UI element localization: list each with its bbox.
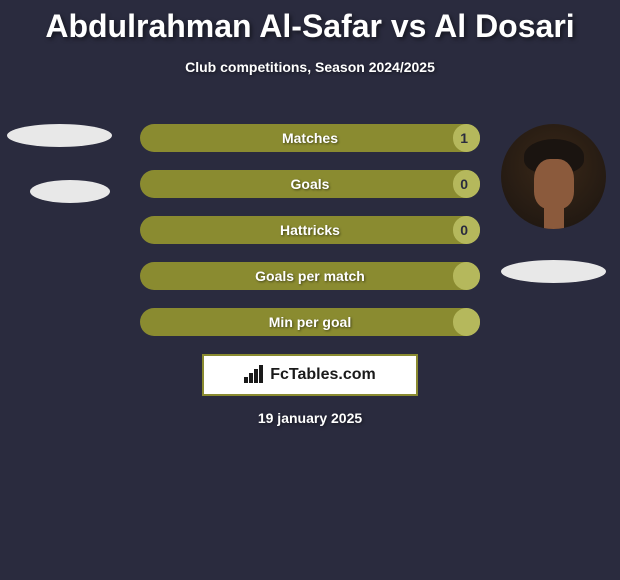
bar-value-right: 1	[460, 130, 468, 146]
stats-bars: Matches 1 Goals 0 Hattricks 0 Goals per …	[140, 124, 480, 354]
bar-fill-right	[453, 308, 480, 336]
bar-value-right: 0	[460, 222, 468, 238]
stat-bar-goals: Goals 0	[140, 170, 480, 198]
bar-value-right: 0	[460, 176, 468, 192]
player-right-avatar	[501, 124, 606, 229]
bar-label: Goals	[291, 176, 330, 192]
chart-icon	[244, 367, 266, 383]
bar-label: Hattricks	[280, 222, 340, 238]
player-right-logo-placeholder	[501, 260, 606, 283]
stat-bar-goals-per-match: Goals per match	[140, 262, 480, 290]
bar-label: Min per goal	[269, 314, 351, 330]
bar-label: Goals per match	[255, 268, 365, 284]
player-left-avatar-placeholder	[7, 124, 112, 147]
stat-bar-min-per-goal: Min per goal	[140, 308, 480, 336]
player-left-logo-placeholder	[30, 180, 110, 203]
face-icon	[519, 139, 589, 229]
brand-text: FcTables.com	[270, 366, 376, 384]
bar-fill-right	[453, 262, 480, 290]
comparison-title: Abdulrahman Al-Safar vs Al Dosari	[0, 0, 620, 45]
brand-box[interactable]: FcTables.com	[202, 354, 418, 396]
date-label: 19 january 2025	[0, 410, 620, 426]
stat-bar-matches: Matches 1	[140, 124, 480, 152]
season-subtitle: Club competitions, Season 2024/2025	[0, 59, 620, 75]
bar-label: Matches	[282, 130, 338, 146]
stat-bar-hattricks: Hattricks 0	[140, 216, 480, 244]
